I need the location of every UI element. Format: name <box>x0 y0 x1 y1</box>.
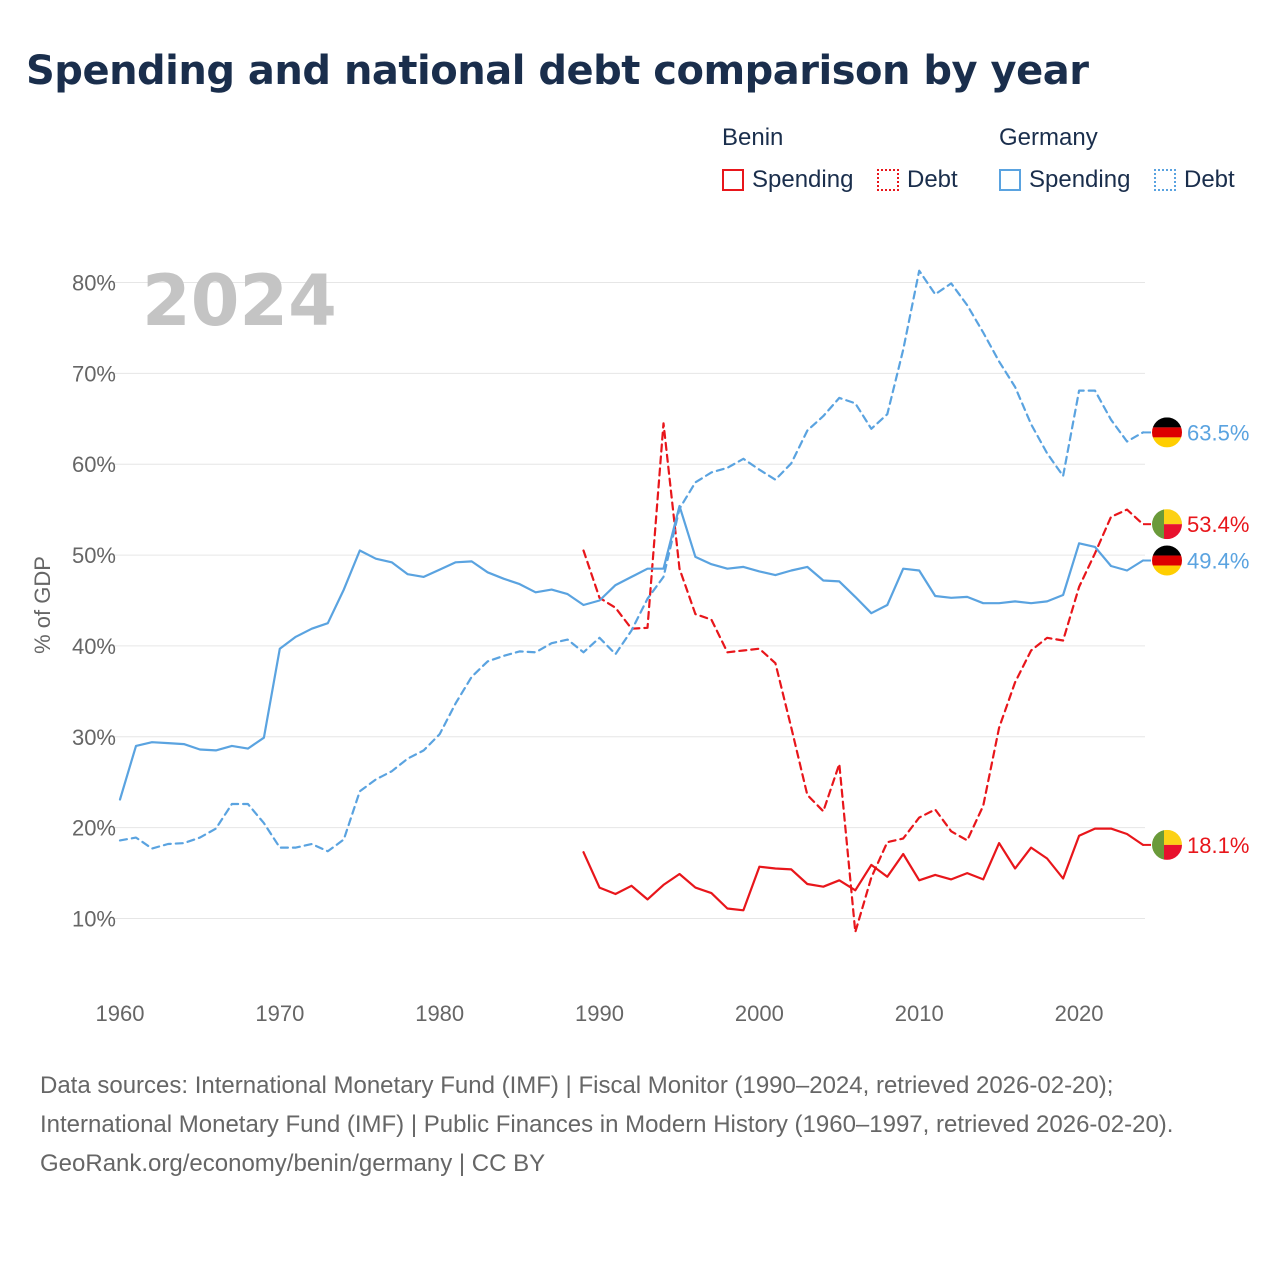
legend-label-benin-debt: Debt <box>907 166 958 193</box>
x-tick-label-2020: 2020 <box>1055 1001 1104 1026</box>
y-tick-label-20: 20% <box>72 816 116 841</box>
legend-swatch-benin-debt <box>877 169 899 191</box>
x-tick-label-1980: 1980 <box>415 1001 464 1026</box>
legend-swatch-germany-debt <box>1154 169 1176 191</box>
legend-label-germany-spending: Spending <box>1029 166 1131 193</box>
series <box>118 269 1145 934</box>
germany-flag-icon <box>1152 417 1182 448</box>
year-watermark: 2024 <box>142 260 337 342</box>
end-label-benin-spending: 18.1% <box>1187 833 1249 858</box>
germany-flag-icon <box>1152 545 1182 576</box>
legend-group-germany: Germany <box>999 124 1098 151</box>
data-sources: Data sources: International Monetary Fun… <box>40 1072 1174 1138</box>
end-label-benin-debt: 53.4% <box>1187 512 1249 537</box>
x-tick-label-1970: 1970 <box>255 1001 304 1026</box>
x-axis: 1960 1970 1980 1990 2000 2010 2020 <box>96 1001 1104 1026</box>
series-line-germany-debt <box>118 269 1145 853</box>
x-tick-label-2000: 2000 <box>735 1001 784 1026</box>
y-tick-label-10: 10% <box>72 907 116 932</box>
y-tick-label-80: 80% <box>72 271 116 296</box>
chart-title: Spending and national debt comparison by… <box>26 48 1089 94</box>
y-axis: 10% 20% 30% 40% 50% 60% 70% 80% <box>72 271 116 932</box>
footer: Data sources: International Monetary Fun… <box>40 1066 1240 1183</box>
x-tick-label-1960: 1960 <box>96 1001 145 1026</box>
x-tick-label-1990: 1990 <box>575 1001 624 1026</box>
credit-link[interactable]: GeoRank.org/economy/benin/germany | CC B… <box>40 1150 546 1177</box>
end-labels: 18.1% 53.4% 49.4% 63.5% <box>1143 417 1249 860</box>
legend-item-benin-debt[interactable]: Debt <box>877 166 958 194</box>
legend-swatch-benin-spending <box>722 169 744 191</box>
legend-swatch-germany-spending <box>999 169 1021 191</box>
y-axis-title: % of GDP <box>30 556 55 654</box>
y-tick-label-60: 60% <box>72 452 116 477</box>
x-tick-label-2010: 2010 <box>895 1001 944 1026</box>
legend-item-germany-spending[interactable]: Spending <box>999 166 1130 194</box>
series-line-benin-spending <box>582 827 1145 912</box>
legend-label-germany-debt: Debt <box>1184 166 1235 193</box>
line-chart: 2024 10%20%30%40%50%60%70%80% 1960 1970 19… <box>30 260 1249 1026</box>
end-label-germany-spending: 49.4% <box>1187 549 1249 574</box>
legend-group-benin: Benin <box>722 124 784 151</box>
benin-flag-icon <box>1152 829 1182 860</box>
y-tick-label-30: 30% <box>72 725 116 750</box>
legend-item-germany-debt[interactable]: Debt <box>1154 166 1235 194</box>
end-label-germany-debt: 63.5% <box>1187 420 1249 445</box>
series-line-benin-debt <box>582 422 1145 934</box>
y-tick-label-50: 50% <box>72 543 116 568</box>
series-line-germany-spending <box>118 504 1145 801</box>
legend-item-benin-spending[interactable]: Spending <box>722 166 853 194</box>
legend-label-benin-spending: Spending <box>752 166 854 193</box>
y-tick-label-40: 40% <box>72 634 116 659</box>
benin-flag-icon <box>1152 509 1182 540</box>
grid <box>112 282 1145 919</box>
y-tick-label-70: 70% <box>72 361 116 386</box>
